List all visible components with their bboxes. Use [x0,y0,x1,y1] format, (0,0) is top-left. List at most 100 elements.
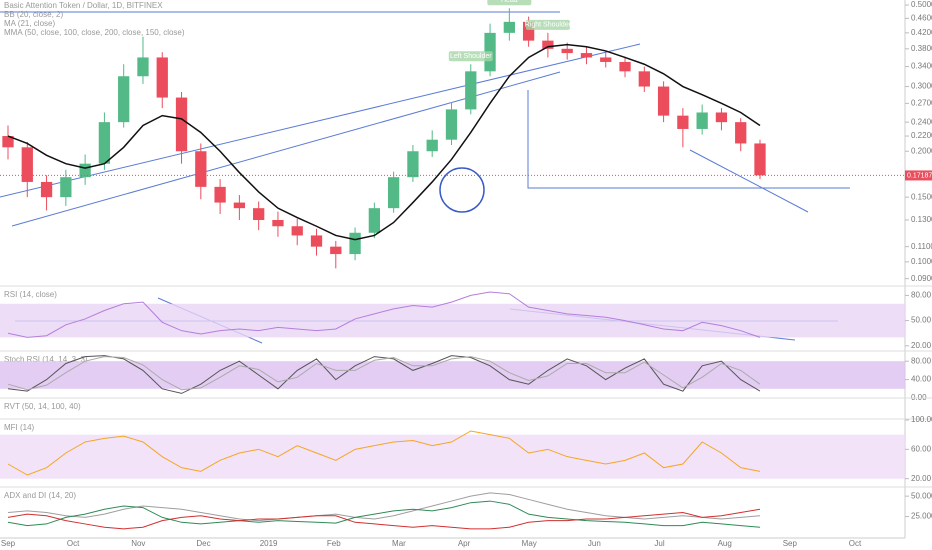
x-tick-label: Sep [1,539,16,548]
y-tick-label: 0.46000 [911,13,932,22]
series-line [7,291,761,338]
chart-title: Basic Attention Token / Dollar, 1D, BITF… [4,1,163,10]
y-tick-label: 20.00 [911,474,932,483]
y-tick-label: 80.00 [911,291,932,300]
series-line [7,492,761,522]
y-tick-label: 0.27000 [911,98,932,107]
legend-entry: BB (20, close, 2) [4,10,63,19]
candle-body [2,136,14,148]
candle-body [253,208,265,220]
y-tick-label: 0.34000 [911,62,932,71]
candle-body [445,109,458,140]
y-tick-label: 80.00 [911,356,932,365]
annotation: Left Shoulder [450,53,492,60]
annotation: Right Shoulder [525,22,572,29]
candle-body [426,139,438,152]
series-line [7,43,761,241]
candle-body [638,71,650,87]
candle-body [21,147,33,182]
annotation-box [525,19,570,30]
candle-body [195,151,207,187]
pane-title: RSI (14, close) [4,290,57,299]
x-tick-label: Dec [196,539,210,548]
legend-entry: MA (21, close) [4,19,55,28]
band [0,303,905,338]
candle-body [388,177,400,209]
x-tick-label: Feb [327,539,341,548]
y-tick-label: 0.22000 [911,131,932,140]
pane-title: ADX and DI (14, 20) [4,491,76,500]
y-tick-label: 0.38000 [911,44,932,53]
candle-body [330,246,342,255]
pane-title: MFI (14) [4,423,35,432]
candle-body [465,71,477,110]
x-tick-label: Jul [654,539,664,548]
candle-body [214,186,226,203]
series-line [7,356,761,391]
candle-body [503,21,515,33]
series-line [7,500,761,528]
candle-body [580,53,593,58]
candle-body [175,97,188,152]
annotation: Head [501,0,518,4]
y-tick-label: 0.15000 [911,192,932,201]
candle-body [368,208,380,233]
x-tick-label: Oct [849,539,862,548]
series-line [7,355,761,394]
candle-body [407,151,419,178]
candle-body [40,181,53,198]
candle-body [600,57,612,62]
candle-body [349,232,361,255]
y-tick-label: 0.11000 [911,242,932,251]
last-price-box [905,170,932,181]
x-tick-label: Jun [588,539,601,548]
candle-body [542,40,554,49]
trend-line [527,90,850,189]
candle-body [735,122,747,144]
candle-body [118,76,130,123]
trend-line [689,149,809,213]
y-tick-label: 0.20000 [911,146,932,155]
x-tick-label: Mar [392,539,406,548]
x-tick-label: Nov [131,539,145,548]
candle-body [60,177,72,198]
x-tick-label: Apr [458,539,471,548]
y-tick-label: 0.24000 [911,117,932,126]
x-tick-label: 2019 [260,539,278,548]
highlight-circle [439,167,485,213]
trend-line [0,43,641,198]
candle-body [272,219,284,227]
y-tick-label: 0.50000 [911,0,932,9]
y-tick-label: 25.0000 [911,512,932,521]
x-tick-label: May [522,539,537,548]
series-line [7,508,761,530]
candle-body [522,21,535,41]
y-tick-label: 50.00 [911,316,932,325]
band [0,361,905,389]
y-tick-label: 0.42000 [911,28,932,37]
candle-body [677,115,689,129]
y-tick-label: 100.00 [911,415,932,424]
candle-body [156,57,168,98]
band [0,434,905,479]
y-tick-label: 0.09000 [911,274,932,283]
x-tick-label: Aug [718,539,732,548]
legend-entry: MMA (50, close, 100, close, 200, close, … [4,28,185,37]
y-tick-label: 0.10000 [911,257,932,266]
y-tick-label: 20.00 [911,341,932,350]
y-tick-label: 50.0000 [911,491,932,500]
candle-body [291,226,303,236]
y-tick-label: 40.00 [911,375,932,384]
annotation-box [487,0,532,6]
candle-body [98,122,111,164]
y-tick-label: 60.00 [911,444,932,453]
candle-body [754,143,766,176]
candle-body [561,48,573,54]
candle-body [657,86,670,116]
x-tick-label: Sep [783,539,798,548]
candle-body [310,235,323,247]
y-tick-label: 0.13000 [911,215,932,224]
pane-title: Stoch RSI (14, 14, 3, 3) [4,355,88,364]
candle-body [619,61,631,72]
